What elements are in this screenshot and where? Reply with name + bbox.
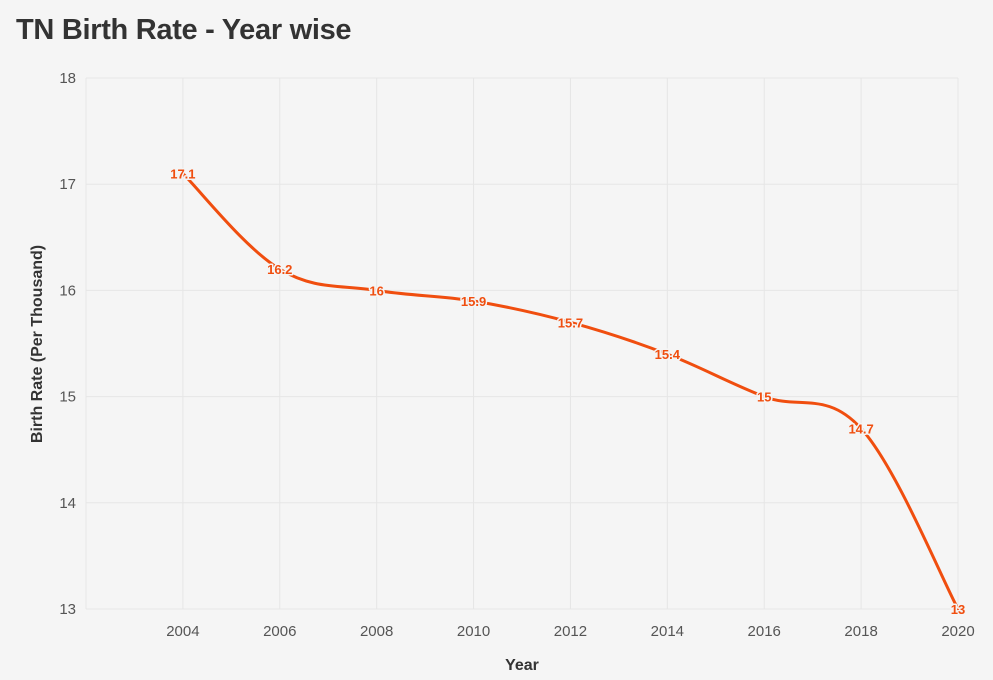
x-axis-label: Year (505, 657, 539, 674)
data-label: 13 (951, 602, 965, 617)
chart-title: TN Birth Rate - Year wise (16, 14, 352, 46)
data-point (180, 171, 185, 176)
data-label: 16 (369, 283, 383, 298)
data-point (374, 288, 379, 293)
data-point (956, 607, 960, 611)
x-tick-label: 2012 (554, 623, 587, 640)
x-tick-label: 2016 (748, 623, 781, 640)
data-point (471, 299, 476, 304)
data-point (568, 320, 573, 325)
data-label: 15.4 (655, 347, 681, 362)
y-tick-label: 18 (59, 70, 76, 87)
data-label: 14.7 (848, 421, 873, 436)
x-axis-ticks: 2004 2006 2008 2010 2012 2014 2016 2018 2020 (166, 623, 974, 640)
data-point (665, 352, 670, 357)
data-label: 17.1 (170, 167, 195, 182)
y-tick-label: 17 (59, 176, 76, 193)
series-layer (180, 171, 960, 611)
x-tick-label: 2010 (457, 623, 490, 640)
grid-lines (85, 77, 959, 610)
data-label: 15.9 (461, 294, 486, 309)
y-tick-label: 15 (59, 389, 76, 406)
y-axis-ticks: 13 14 15 16 17 18 (59, 70, 76, 618)
y-axis-label: Birth Rate (Per Thousand) (29, 245, 46, 443)
x-tick-label: 2006 (263, 623, 296, 640)
y-tick-label: 16 (59, 282, 76, 299)
data-labels: 17.1 16.2 16 15.9 15.7 15.4 15 14.7 13 (169, 165, 967, 618)
x-tick-label: 2018 (844, 623, 877, 640)
x-tick-label: 2014 (651, 623, 684, 640)
y-tick-label: 14 (59, 495, 76, 512)
data-point (762, 394, 767, 399)
x-tick-label: 2008 (360, 623, 393, 640)
x-tick-label: 2020 (941, 623, 974, 640)
x-tick-label: 2004 (166, 623, 199, 640)
data-point (859, 426, 864, 431)
y-tick-label: 13 (59, 601, 76, 618)
data-label: 15 (757, 390, 771, 405)
data-label: 15.7 (558, 315, 583, 330)
data-point (277, 267, 282, 272)
data-label: 16.2 (267, 262, 292, 277)
